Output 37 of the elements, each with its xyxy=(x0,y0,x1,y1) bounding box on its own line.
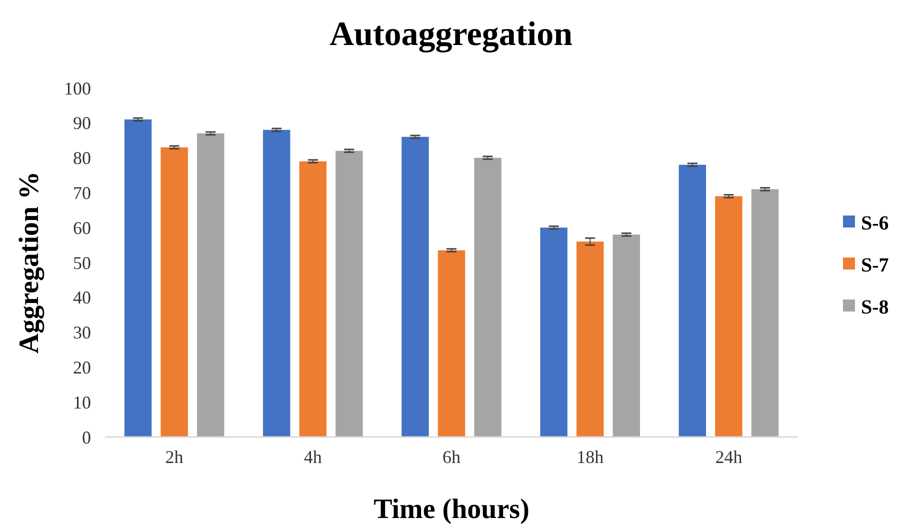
bar xyxy=(160,147,188,437)
y-tick-label: 40 xyxy=(73,288,91,308)
bar xyxy=(715,196,742,437)
legend-label: S-8 xyxy=(861,296,889,318)
y-tick-label: 10 xyxy=(73,392,91,412)
bar xyxy=(474,158,502,437)
y-axis-title: Aggregation % xyxy=(14,171,45,354)
y-tick-label: 50 xyxy=(73,252,91,273)
y-tick-label: 30 xyxy=(73,322,91,343)
y-tick-label: 80 xyxy=(73,148,91,168)
y-tick-label: 20 xyxy=(73,358,91,378)
bar xyxy=(678,164,706,437)
bar xyxy=(438,250,466,437)
bar xyxy=(336,150,363,437)
x-tick-label: 4h xyxy=(304,447,322,467)
bar xyxy=(263,130,290,437)
x-tick-label: 18h xyxy=(576,447,604,467)
x-axis-title: Time (hours) xyxy=(374,494,530,524)
bar xyxy=(540,228,568,437)
x-tick-label: 6h xyxy=(442,447,460,467)
legend-label: S-6 xyxy=(861,212,889,234)
y-tick-label: 70 xyxy=(73,183,91,203)
bar xyxy=(124,119,152,437)
x-tick-label: 24h xyxy=(715,447,742,467)
bar xyxy=(612,234,640,437)
legend-label: S-7 xyxy=(861,254,889,276)
bar xyxy=(196,133,224,437)
y-tick-label: 0 xyxy=(82,427,91,448)
bar xyxy=(402,136,429,437)
bar xyxy=(576,242,604,437)
y-tick-label: 100 xyxy=(64,78,91,98)
x-tick-label: 2h xyxy=(165,447,184,467)
y-tick-label: 90 xyxy=(73,113,91,134)
bar xyxy=(299,161,327,437)
y-tick-label: 60 xyxy=(73,218,91,238)
bar xyxy=(751,189,779,437)
chart-title: Autoaggregation xyxy=(329,16,573,53)
